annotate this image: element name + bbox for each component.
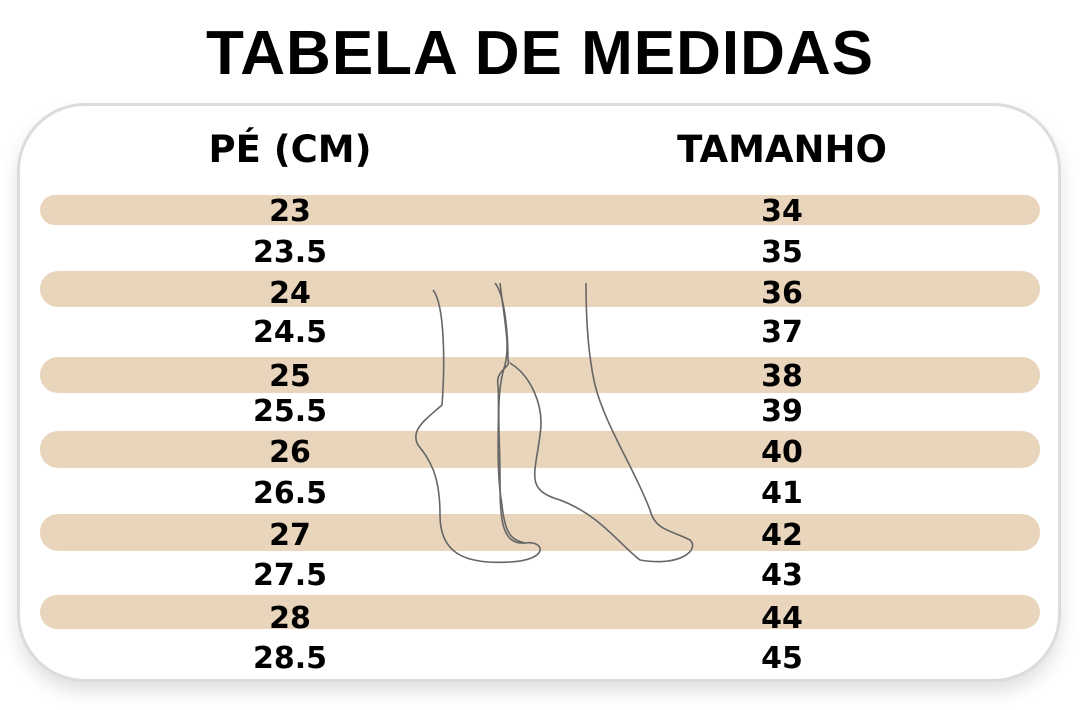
foot-cm-cell: 27.5 [252, 558, 328, 593]
page-title: TABELA DE MEDIDAS [206, 19, 874, 88]
header-foot-cm: PÉ (CM) [208, 128, 372, 171]
foot-cm-cell: 24 [269, 276, 311, 311]
foot-cm-cell: 24.5 [252, 315, 328, 350]
size-cell: 34 [761, 194, 803, 229]
row-band [40, 514, 1040, 551]
row-band [40, 195, 1040, 225]
size-cell: 37 [761, 315, 803, 350]
size-cell: 40 [761, 435, 803, 470]
foot-cm-cell: 23.5 [252, 235, 328, 270]
row-band [40, 595, 1040, 629]
size-cell: 45 [761, 641, 803, 676]
foot-cm-cell: 28 [269, 601, 311, 636]
foot-cm-cell: 25 [269, 359, 311, 394]
foot-cm-cell: 26 [269, 435, 311, 470]
row-band [40, 271, 1040, 307]
size-cell: 39 [761, 394, 803, 429]
row-band [40, 357, 1040, 393]
size-cell: 44 [761, 601, 803, 636]
foot-cm-cell: 25.5 [252, 394, 328, 429]
size-cell: 36 [761, 276, 803, 311]
foot-cm-cell: 28.5 [252, 641, 328, 676]
size-cell: 43 [761, 558, 803, 593]
size-cell: 35 [761, 235, 803, 270]
size-cell: 42 [761, 518, 803, 553]
foot-cm-cell: 26.5 [252, 476, 328, 511]
size-cell: 38 [761, 359, 803, 394]
foot-cm-cell: 23 [269, 194, 311, 229]
feet-outline-icon [415, 282, 694, 564]
foot-cm-cell: 27 [269, 518, 311, 553]
header-size: TAMANHO [677, 128, 887, 171]
size-cell: 41 [761, 476, 803, 511]
